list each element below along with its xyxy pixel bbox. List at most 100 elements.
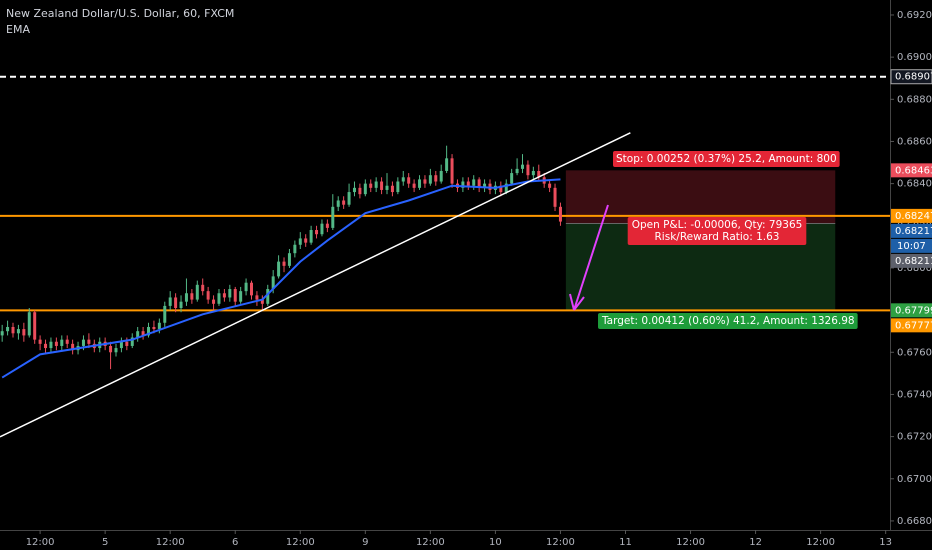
candle-body [287,253,291,266]
candle-body [374,181,378,188]
candle-body [260,299,264,304]
candle-body [401,177,405,182]
candle-body [195,284,199,300]
pnl-label: Open P&L: -0.00006, Qty: 79365 [632,219,803,231]
candle-body [60,339,64,346]
candle-body [553,187,557,207]
candle-body [87,339,91,344]
candle-body [331,206,335,228]
candle-body [81,339,85,346]
pnl-box: Open P&L: -0.00006, Qty: 79365Risk/Rewar… [627,217,807,245]
candle-body [558,206,562,222]
candle-body [363,183,367,195]
candle-body [33,312,37,340]
candle-body [380,181,384,190]
price-badge [890,69,932,85]
price-badge [891,253,932,268]
candle-body [228,289,232,298]
candle-body [71,343,75,351]
candle-body [27,312,31,336]
x-tick-label: 12:00 [156,537,185,548]
candle-body [44,343,48,349]
candle-body [510,173,514,184]
candle-body [244,282,248,292]
x-tick-label: 6 [232,537,238,548]
x-tick-label: 12:00 [806,537,835,548]
candle-body [407,177,411,184]
pnl-bg [627,217,807,245]
candle-body [434,175,438,182]
candle-body [212,299,216,304]
candle-body [461,181,465,188]
target-label: Target: 0.00412 (0.60%) 41.2, Amount: 13… [601,315,855,327]
candle-body [548,183,552,188]
candle-body [222,293,226,298]
countdown-badge [891,238,932,253]
candle-body [412,183,416,188]
candle-body [439,170,443,182]
candle-body [526,164,530,176]
candle-body [293,244,297,254]
candle-body [466,181,470,186]
candle-body [342,200,346,205]
candle-body [6,326,10,332]
price-badge-label: 0.68463 [895,165,932,176]
candle-body [499,185,503,193]
candle-body [109,345,113,353]
candle-body [49,341,53,349]
stop-zone [565,170,836,224]
price-badge-label: 0.67777 [895,320,932,331]
stop-label-box: Stop: 0.00252 (0.37%) 25.2, Amount: 800 [613,151,840,167]
x-tick-label: 12:00 [546,537,575,548]
indicator-name: EMA [6,23,30,36]
x-tick-label: 12:00 [676,537,705,548]
candle-body [358,187,362,195]
candle-body [206,291,210,300]
candle-body [428,175,432,184]
candle-body [390,185,394,193]
x-tick-label: 10 [489,537,502,548]
price-badge [891,223,932,238]
candle-body [423,179,427,184]
price-badge-label: 0.67799 [895,305,932,316]
candle-body [114,348,118,353]
candle-body [266,289,270,304]
candle-body [336,200,340,207]
x-tick-label: 12:00 [286,537,315,548]
x-tick-label: 11 [619,537,632,548]
candle-body [385,185,389,190]
candle-body [38,339,42,344]
candle-body [504,183,508,193]
candle-body [11,326,15,334]
candle-body [304,238,308,243]
candle-body [277,261,281,277]
x-tick-label: 13 [879,537,892,548]
candle-body [190,293,194,300]
candle-body [65,339,69,344]
candle-body [369,183,373,188]
candle-body [352,187,356,193]
candle-body [477,179,481,188]
candle-body [315,230,319,235]
candle-body [483,183,487,188]
plot-area [0,75,890,438]
price-badge [891,208,932,223]
candle-body [179,301,183,309]
candle-body [239,291,243,302]
candle-body [531,170,535,176]
candle-body [325,223,329,228]
candle-body [54,341,58,346]
candle-body [472,179,476,186]
candle-body [233,289,237,302]
price-badge [891,303,932,318]
candle-body [157,322,161,330]
ema-line [1,178,561,379]
candle-body [347,192,351,205]
